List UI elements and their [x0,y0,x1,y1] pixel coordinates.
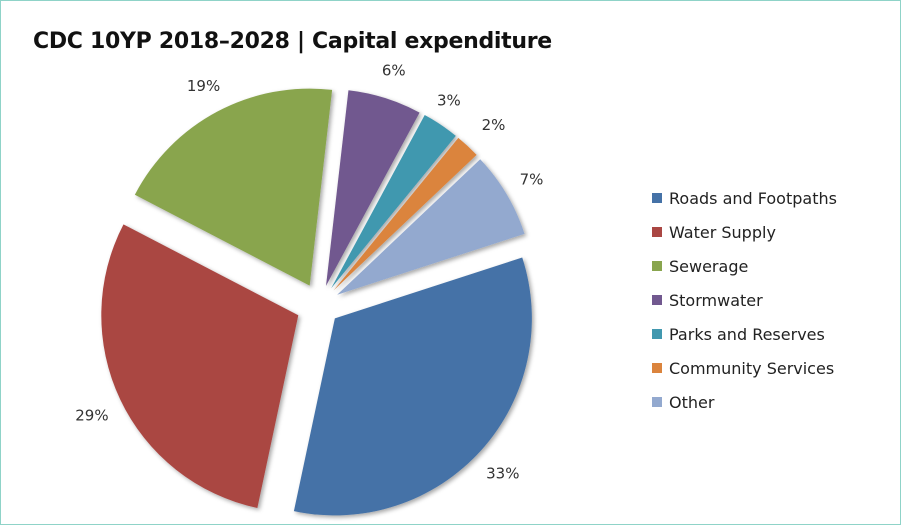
legend-label: Sewerage [669,256,749,276]
pie-slice-other [337,159,525,295]
data-label: 7% [520,170,544,188]
pie-slice-water-supply [101,224,299,508]
legend-swatch [652,193,662,203]
legend-item: Stormwater [652,283,837,317]
data-label: 29% [75,407,108,425]
legend-item: Water Supply [652,215,837,249]
legend: Roads and Footpaths Water Supply Sewerage S… [652,181,837,419]
chart-title: CDC 10YP 2018–2028 | Capital expenditure [33,29,552,54]
legend-item: Parks and Reserves [652,317,837,351]
legend-swatch [652,397,662,407]
pie-slice-stormwater [325,90,420,286]
legend-label: Community Services [669,358,835,378]
legend-swatch [652,363,662,373]
pie-slice-roads-and-footpaths [293,257,532,516]
legend-swatch [652,329,662,339]
legend-swatch [652,295,662,305]
data-label: 6% [382,61,406,79]
legend-swatch [652,227,662,237]
data-label: 33% [486,465,519,483]
data-label: 19% [187,77,220,95]
data-label: 2% [482,116,506,134]
pie-slice-sewerage [134,88,333,286]
legend-swatch [652,261,662,271]
legend-label: Stormwater [669,290,763,310]
data-label: 3% [437,92,461,110]
pie-slice-community-services [333,137,477,291]
legend-label: Water Supply [669,222,776,242]
legend-item: Other [652,385,837,419]
legend-item: Community Services [652,351,837,385]
pie-slice-parks-and-reserves [331,115,456,289]
legend-label: Roads and Footpaths [669,188,837,208]
legend-label: Other [669,392,715,412]
legend-label: Parks and Reserves [669,324,825,344]
legend-item: Roads and Footpaths [652,181,837,215]
legend-item: Sewerage [652,249,837,283]
